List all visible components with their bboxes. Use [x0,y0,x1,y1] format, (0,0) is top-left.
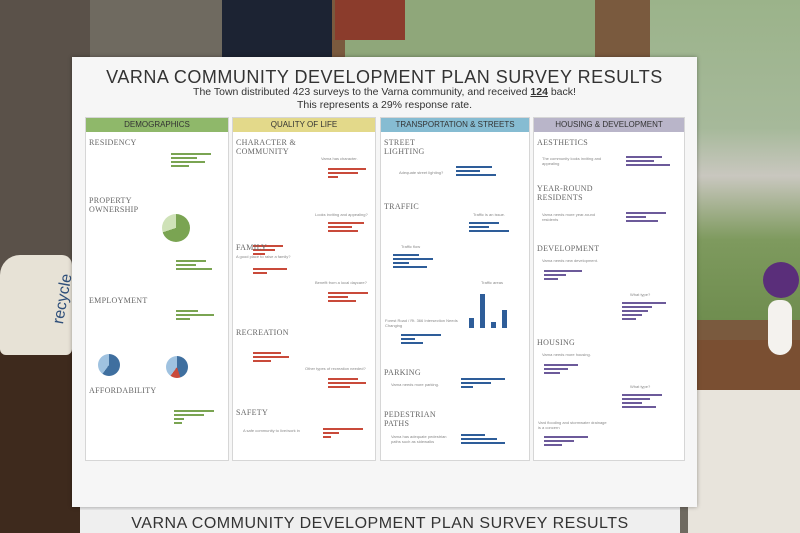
chart-label: Other types of recreation needed? [305,366,366,371]
chart-label: Benefit from a local daycare? [315,280,367,285]
bar-chart [461,432,505,446]
subtitle-prefix: The Town distributed 423 surveys to the … [193,86,531,98]
pie-chart [98,354,120,376]
bar-chart [328,166,372,180]
chart-label: Varna has adequate pedestrian paths such… [391,434,447,444]
chart-label: Traffic flow [401,244,421,249]
pie-chart [162,214,190,242]
bar-chart [393,252,437,270]
bar-chart [176,308,220,322]
chart-label: A safe community to live/work in [243,428,300,433]
chart-label: What type? [630,292,651,297]
bar-chart [626,154,670,168]
column-housing: HOUSING & DEVELOPMENT AESTHETICS The com… [533,117,685,461]
section-title: RECREATION [236,328,289,337]
column-demographics: DEMOGRAPHICS RESIDENCY PROPERTY OWNERSHI… [85,117,229,461]
section-title: AESTHETICS [537,138,588,147]
column-quality-of-life: QUALITY OF LIFE CHARACTER & COMMUNITY Va… [232,117,376,461]
column-heading: QUALITY OF LIFE [233,118,375,132]
chart-label: Forest Road / Rt. 366 Intersection Needs… [385,318,458,328]
bar-chart [176,258,220,272]
red-house-outside [335,0,405,40]
column-heading: DEMOGRAPHICS [86,118,228,132]
right-wall [688,390,800,533]
section-title: YEAR-ROUND RESIDENTS [537,184,593,202]
chart-label: Adequate street lighting? [399,170,444,175]
bar-chart [544,362,588,376]
bar-chart [253,350,297,364]
bar-chart [544,434,588,448]
bar-chart [456,164,500,178]
section-title: PROPERTY OWNERSHIP [89,196,139,214]
bar-chart [544,268,588,282]
bar-chart [622,392,666,410]
bar-chart [622,300,666,322]
chart-label: Varna needs more year-round residents [542,212,596,222]
chart-label: The community looks inviting and appeali… [542,156,602,166]
chart-label: Varna has character. [321,156,358,161]
section-title: PARKING [384,368,421,377]
flower [763,262,799,298]
section-title: FAMILY [236,243,268,252]
bar-chart [253,266,297,276]
bar-chart [401,332,445,346]
bar-chart [253,243,297,257]
chart-label: Traffic areas [481,280,504,285]
chart-label: Traffic is an issue. [473,212,506,217]
section-title: PEDESTRIAN PATHS [384,410,436,428]
chart-label: Varna needs more housing. [542,352,591,357]
second-poster: VARNA COMMUNITY DEVELOPMENT PLAN SURVEY … [80,510,680,533]
section-title: HOUSING [537,338,576,347]
bar-chart [328,376,372,390]
chart-label: Varna needs more parking. [391,382,439,387]
bar-chart [328,290,372,304]
column-heading: HOUSING & DEVELOPMENT [534,118,684,132]
section-title: RESIDENCY [89,138,137,147]
second-poster-title: VARNA COMMUNITY DEVELOPMENT PLAN SURVEY … [131,515,629,532]
section-title: CHARACTER & COMMUNITY [236,138,296,156]
poster-title: VARNA COMMUNITY DEVELOPMENT PLAN SURVEY … [106,67,663,87]
bar-chart [323,426,367,440]
column-heading: TRANSPORTATION & STREETS [381,118,529,132]
column-chart [469,288,519,328]
section-title: DEVELOPMENT [537,244,600,253]
survey-poster: VARNA COMMUNITY DEVELOPMENT PLAN SURVEY … [72,57,697,507]
bar-chart [174,408,218,426]
section-title: STREET LIGHTING [384,138,425,156]
chart-label: Varna needs new development. [542,258,598,263]
poster-subtitle: The Town distributed 423 surveys to the … [72,86,697,112]
chart-label: A good place to raise a family? [236,254,291,259]
section-title: AFFORDABILITY [89,386,157,395]
bar-chart [469,220,513,234]
chart-label: Vard flooding and stormwater drainage is… [538,420,607,430]
section-title: SAFETY [236,408,269,417]
bar-chart [171,151,215,169]
plastic-bag [0,255,72,355]
response-rate: This represents a 29% response rate. [296,99,473,111]
section-title: TRAFFIC [384,202,419,211]
subtitle-suffix: back! [547,86,576,98]
pie-chart [166,356,188,378]
bar-chart [328,220,372,234]
bar-chart [626,210,670,224]
column-transportation: TRANSPORTATION & STREETS STREET LIGHTING… [380,117,530,461]
curtain [222,0,332,60]
section-title: EMPLOYMENT [89,296,148,305]
chart-label: What type? [630,384,651,389]
surveys-returned: 124 [530,86,548,98]
side-table [0,340,80,533]
bar-chart [461,376,505,390]
chart-label: Looks inviting and appealing? [315,212,368,217]
vase [768,300,792,355]
